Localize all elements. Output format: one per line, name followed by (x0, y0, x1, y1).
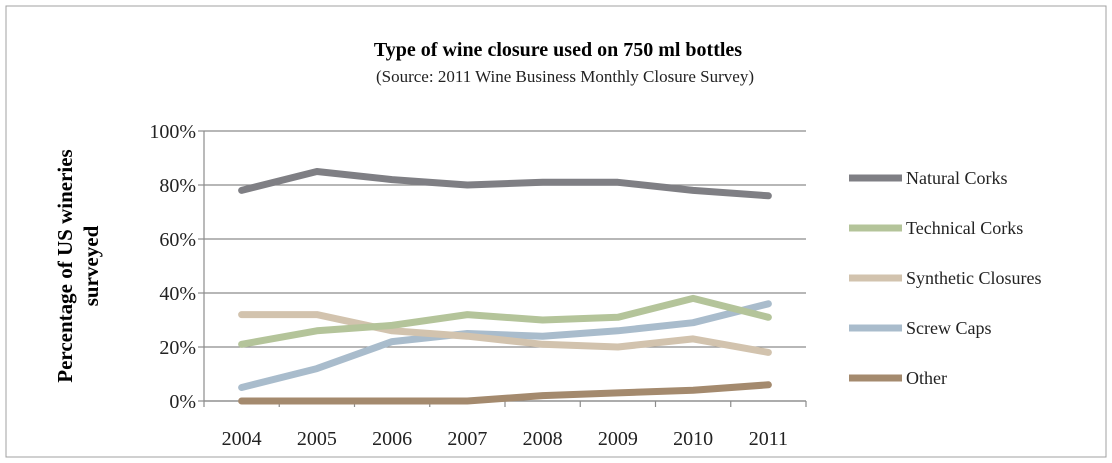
series-line-other (238, 381, 772, 405)
y-axis-label-line-1: Percentage of US wineries (53, 149, 77, 382)
legend-label-other: Other (906, 368, 947, 388)
x-tick-label: 2010 (673, 428, 713, 450)
y-tick-label: 0% (169, 391, 196, 413)
y-tick-label: 20% (159, 337, 196, 359)
chart-border (5, 5, 1107, 458)
chart-subtitle: (Source: 2011 Wine Business Monthly Clos… (376, 67, 754, 86)
legend-label-screw-caps: Screw Caps (906, 318, 991, 338)
x-tick-labels: 2004 2005 2006 2007 2008 2009 2010 2011 (222, 428, 788, 450)
chart-title: Type of wine closure used on 750 ml bott… (374, 39, 742, 61)
legend-label-technical-corks: Technical Corks (906, 218, 1023, 238)
legend-label-synthetic-closures: Synthetic Closures (906, 268, 1042, 288)
x-tick-label: 2009 (598, 428, 638, 450)
y-axis-label: Percentage of US wineries surveyed (53, 149, 103, 382)
x-tick-label: 2011 (749, 428, 788, 450)
y-tick-label: 40% (159, 283, 196, 305)
x-tick-label: 2004 (222, 428, 262, 450)
legend: Natural Corks Technical Corks Synthetic Cl… (849, 168, 1042, 388)
x-tick-label: 2006 (372, 428, 412, 450)
x-tick-label: 2007 (447, 428, 487, 450)
y-tick-label: 80% (159, 175, 196, 197)
y-axis-label-line-2: surveyed (79, 225, 103, 306)
y-tick-label: 100% (149, 121, 196, 143)
x-tick-label: 2008 (523, 428, 563, 450)
x-tick-label: 2005 (297, 428, 337, 450)
y-tick-labels: 0% 20% 40% 60% 80% 100% (149, 121, 196, 413)
series-lines (238, 168, 772, 405)
series-line-natural-corks (238, 168, 772, 200)
legend-label-natural-corks: Natural Corks (906, 168, 1007, 188)
series-line-synthetic-closures (238, 311, 772, 356)
series-line-technical-corks (238, 294, 772, 348)
series-line-screw-caps (238, 300, 772, 391)
y-tick-label: 60% (159, 229, 196, 251)
